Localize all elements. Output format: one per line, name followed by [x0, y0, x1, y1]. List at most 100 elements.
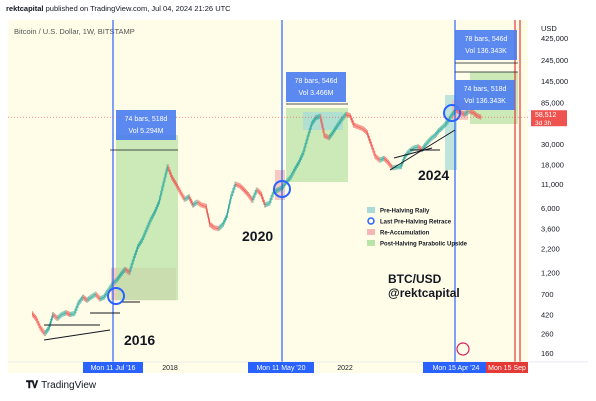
candle-body: [414, 147, 416, 149]
candle-body: [180, 192, 182, 194]
candle-body: [202, 205, 204, 207]
candle-body: [260, 193, 262, 197]
candle-body: [335, 127, 337, 130]
candle-body: [320, 116, 322, 122]
candle-body: [211, 225, 213, 226]
candle-body: [104, 295, 106, 297]
candle-body: [303, 149, 305, 153]
candle-body: [96, 295, 98, 297]
y-tick-label: 2,200: [541, 244, 560, 253]
candle-body: [140, 241, 142, 244]
measure-vol-label: Vol 5.294M: [128, 128, 163, 135]
candle-body: [480, 116, 482, 118]
candle-body: [248, 194, 250, 196]
trendline: [43, 329, 111, 341]
candle-body: [358, 126, 360, 128]
candle-body: [123, 270, 125, 272]
candle-body: [134, 252, 136, 256]
measure-bars-label: 78 bars, 546d: [295, 78, 338, 85]
candle-body: [52, 314, 54, 318]
x-tick-label: Mon 15 Sep: [488, 365, 526, 372]
candle-body: [451, 113, 453, 115]
candle-body: [311, 122, 313, 124]
candle-body: [162, 183, 164, 189]
candle-body: [334, 129, 336, 131]
candle-body: [77, 302, 79, 306]
candle-body: [251, 198, 253, 201]
candle-body: [379, 159, 381, 161]
candle-body: [252, 197, 254, 201]
candle-body: [42, 330, 44, 333]
candle-body: [277, 189, 279, 191]
candle-body: [374, 153, 376, 157]
candle-body: [305, 141, 307, 146]
measure-vol-label: Vol 3.466M: [298, 90, 333, 97]
measure-bars-label: 74 bars, 518d: [464, 86, 507, 93]
candle-body: [151, 215, 153, 218]
candle-body: [157, 204, 159, 207]
candle-body: [351, 117, 353, 121]
candle-body: [217, 228, 219, 230]
halving-year-label: 2024: [418, 167, 449, 183]
candle-body: [416, 146, 418, 148]
candle-body: [267, 203, 269, 205]
candle-body: [141, 240, 143, 242]
candle-body: [389, 163, 391, 165]
candle-body: [262, 196, 264, 200]
y-tick-label: 18,000: [541, 160, 564, 169]
candle-body: [444, 124, 446, 126]
candle-body: [424, 145, 426, 147]
candle-body: [234, 183, 236, 188]
candle-body: [159, 197, 161, 203]
tradingview-logo: 𝐓𝐕 TradingView: [26, 380, 96, 391]
candle-body: [312, 120, 314, 123]
legend-label: Pre-Halving Rally: [380, 209, 430, 215]
y-tick-label: 700: [541, 290, 554, 299]
candle-body: [435, 132, 437, 135]
candle-body: [290, 175, 292, 178]
candle-body: [55, 316, 57, 318]
candle-body: [135, 249, 137, 253]
candle-body: [477, 115, 479, 117]
x-tick-label: Mon 11 Jul '16: [91, 365, 136, 372]
candle-body: [357, 126, 359, 128]
candle-body: [178, 187, 180, 191]
candle-body: [231, 193, 233, 197]
candle-body: [426, 142, 428, 144]
candle-body: [318, 116, 320, 118]
candle-body: [287, 179, 289, 181]
candle-body: [66, 313, 68, 314]
candle-body: [150, 217, 152, 220]
candle-body: [177, 185, 179, 188]
candle-body: [156, 206, 158, 210]
x-tick-badge: [83, 362, 143, 373]
candle-body: [448, 118, 450, 121]
candle-body: [419, 148, 421, 149]
legend-label: Post-Halving Parabolic Upside: [380, 242, 468, 248]
candle-body: [45, 330, 47, 333]
candle-body: [80, 298, 82, 300]
candle-body: [221, 224, 223, 226]
candle-body: [348, 115, 350, 117]
candle-body: [218, 227, 220, 229]
candle-body: [181, 193, 183, 196]
measure-box: 78 bars, 546d Vol 136.343K: [455, 30, 518, 73]
candle-body: [109, 287, 111, 290]
x-tick-label: Mon 15 Apr '24: [433, 365, 480, 372]
candle-body: [441, 127, 443, 129]
candle-body: [193, 204, 195, 206]
candle-body: [187, 196, 189, 198]
candle-body: [40, 327, 42, 330]
chart-plot-background: [8, 20, 528, 373]
candle-body: [174, 180, 176, 183]
price-badge: [531, 110, 567, 127]
candle-body: [359, 127, 361, 129]
candle-body: [434, 134, 436, 136]
candle-body: [152, 213, 154, 216]
candle-body: [127, 270, 129, 272]
candle-body: [466, 111, 468, 113]
candle-body: [138, 244, 139, 247]
candle-body: [352, 120, 354, 123]
candle-body: [364, 130, 366, 132]
